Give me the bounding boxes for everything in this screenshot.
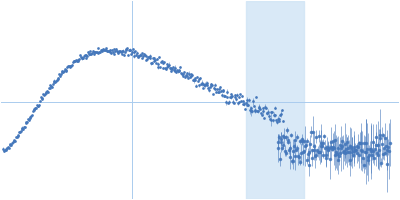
Bar [246,1,304,199]
